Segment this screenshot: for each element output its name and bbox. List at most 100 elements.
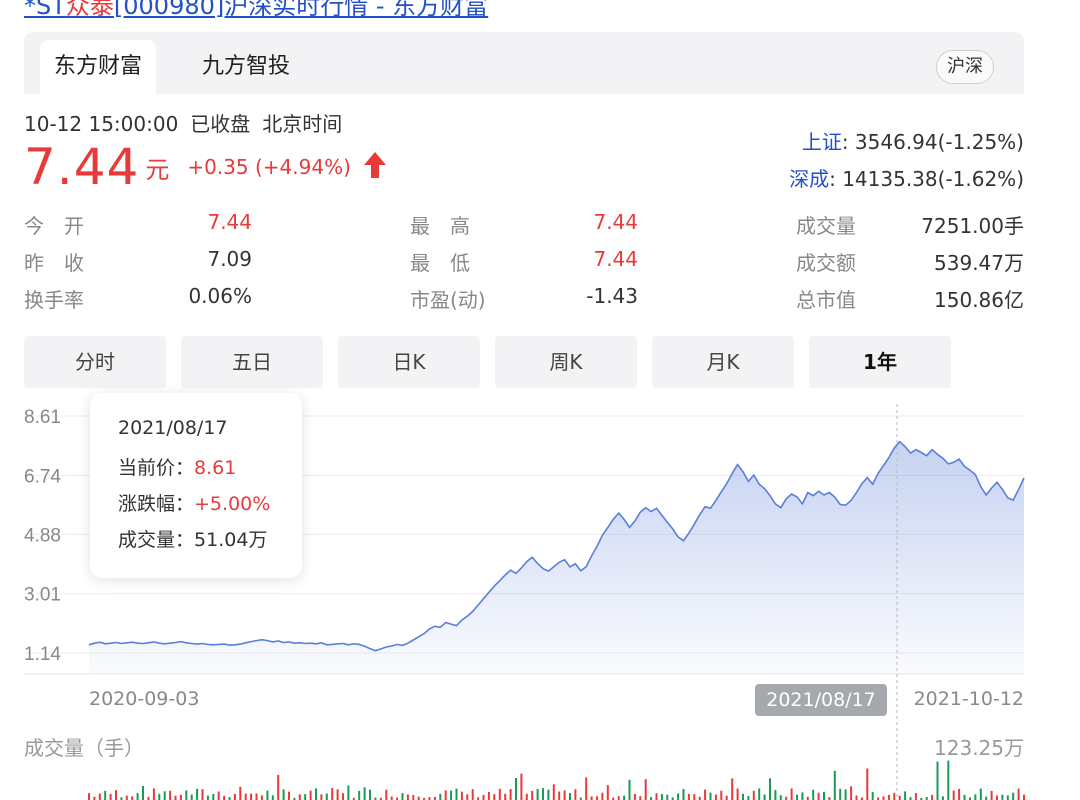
- volume-bar: [406, 794, 409, 800]
- volume-bar: [758, 788, 761, 800]
- volume-bar: [255, 793, 258, 800]
- volume-bar: [790, 788, 793, 800]
- volume-bar: [1006, 795, 1009, 800]
- volume-bar: [655, 793, 658, 800]
- volume-bar: [628, 779, 631, 800]
- market-badge[interactable]: 沪深: [936, 50, 994, 84]
- quote-stats: 今 开 7.44 最 高 7.44 成交量 7251.00手 昨 收 7.09 …: [24, 204, 1024, 316]
- volume-bar: [996, 795, 998, 800]
- volume-bar: [941, 796, 944, 800]
- stat-value-prev-close: 7.09: [207, 247, 252, 271]
- period-monthly-k[interactable]: 月K: [652, 336, 794, 388]
- volume-bar: [439, 793, 442, 800]
- stat-value-pe: -1.43: [586, 284, 638, 308]
- volume-bar: [709, 792, 712, 800]
- volume-bar: [358, 790, 361, 800]
- index-shanghai-value: : 3546.94(-1.25%): [841, 130, 1024, 154]
- volume-bar: [288, 791, 290, 800]
- volume-bar: [266, 790, 269, 800]
- stat-label-low: 最 低: [410, 251, 470, 275]
- volume-bar: [277, 774, 280, 800]
- period-weekly-k[interactable]: 周K: [495, 336, 637, 388]
- volume-bar: [877, 797, 880, 800]
- period-intraday[interactable]: 分时: [24, 336, 166, 388]
- volume-bar: [423, 798, 426, 800]
- volume-bar: [228, 797, 231, 800]
- volume-bar: [412, 795, 415, 800]
- volume-bar: [769, 778, 771, 800]
- volume-bar: [466, 794, 469, 800]
- y-tick-label: 6.74: [24, 466, 61, 487]
- volume-bar: [1012, 792, 1015, 800]
- volume-bar: [444, 790, 447, 800]
- volume-bar: [752, 790, 755, 800]
- chart-y-ticks: 8.61 6.74 4.88 3.01 1.14: [24, 407, 61, 665]
- tab-eastmoney[interactable]: 东方财富: [40, 40, 157, 94]
- volume-bar: [396, 797, 399, 800]
- volume-bar: [644, 779, 647, 800]
- stat-label-pe: 市盈(动): [410, 288, 486, 312]
- source-tabbar: 东方财富 九方智投 沪深: [24, 32, 1024, 94]
- volume-bar: [828, 797, 831, 800]
- volume-bar: [233, 793, 236, 800]
- tooltip-change-value: +5.00%: [194, 493, 271, 515]
- x-axis-start-date: 2020-09-03: [89, 688, 200, 710]
- index-shanghai-name: 上证: [801, 130, 842, 154]
- tab-jiufang[interactable]: 九方智投: [202, 54, 291, 79]
- volume-bar: [866, 768, 869, 800]
- index-shanghai[interactable]: 上证: 3546.94(-1.25%): [802, 126, 1024, 155]
- volume-bar: [520, 773, 523, 800]
- y-tick-label: 1.14: [24, 644, 61, 665]
- volume-bar: [898, 795, 901, 800]
- volume-bar: [963, 794, 966, 800]
- volume-bar: [860, 797, 863, 800]
- volume-bar: [542, 788, 544, 800]
- volume-bar: [823, 791, 825, 800]
- price-chart[interactable]: 8.61 6.74 4.88 3.01 1.14: [0, 396, 1080, 800]
- period-daily-k[interactable]: 日K: [338, 336, 480, 388]
- page-title-link[interactable]: *ST众泰[000980]沪深实时行情 - 东方财富: [24, 0, 488, 21]
- volume-bar: [796, 794, 798, 800]
- volume-bar: [477, 797, 480, 800]
- volume-bar: [633, 794, 636, 800]
- volume-bar: [947, 760, 950, 800]
- volume-bar: [515, 778, 517, 800]
- volume-bar: [174, 795, 177, 800]
- volume-bar: [763, 794, 766, 800]
- volume-bar: [331, 788, 334, 800]
- volume-bar: [93, 796, 96, 800]
- period-five-day[interactable]: 五日: [181, 336, 323, 388]
- volume-bar: [460, 791, 463, 800]
- volume-bar: [315, 788, 317, 800]
- volume-bar: [115, 790, 117, 800]
- volume-bar: [855, 795, 858, 800]
- x-axis-end-date: 2021-10-12: [913, 688, 1024, 710]
- volume-bar: [698, 796, 701, 800]
- period-one-year[interactable]: 1年: [809, 336, 951, 388]
- volume-bar: [617, 796, 620, 800]
- chart-tooltip: 2021/08/17 当前价：8.61 涨跌幅：+5.00% 成交量：51.04…: [90, 393, 302, 578]
- volume-bar: [590, 796, 593, 800]
- volume-bar: [974, 794, 977, 800]
- volume-bar: [850, 786, 853, 800]
- volume-bar: [304, 794, 307, 800]
- timezone-label: 北京时间: [262, 112, 343, 136]
- volume-bar: [871, 791, 874, 800]
- volume-bar: [574, 789, 577, 800]
- crosshair-date-badge: 2021/08/17: [755, 684, 887, 716]
- tooltip-volume-value: 51.04万: [194, 529, 268, 551]
- volume-bar: [125, 795, 128, 800]
- volume-bar: [606, 785, 609, 800]
- current-price: 7.44: [24, 138, 140, 196]
- volume-bar: [687, 794, 690, 800]
- volume-bar: [736, 788, 739, 800]
- status-row: 10-12 15:00:00 已收盘 北京时间: [24, 108, 354, 137]
- volume-bar: [147, 796, 150, 800]
- price-line: [88, 440, 1025, 652]
- volume-bar: [320, 794, 323, 800]
- volume-bar: [244, 793, 247, 800]
- volume-bar: [801, 792, 804, 800]
- volume-bar: [455, 788, 458, 800]
- volume-bar: [206, 795, 209, 800]
- index-shenzhen[interactable]: 深成: 14135.38(-1.62%): [789, 163, 1024, 192]
